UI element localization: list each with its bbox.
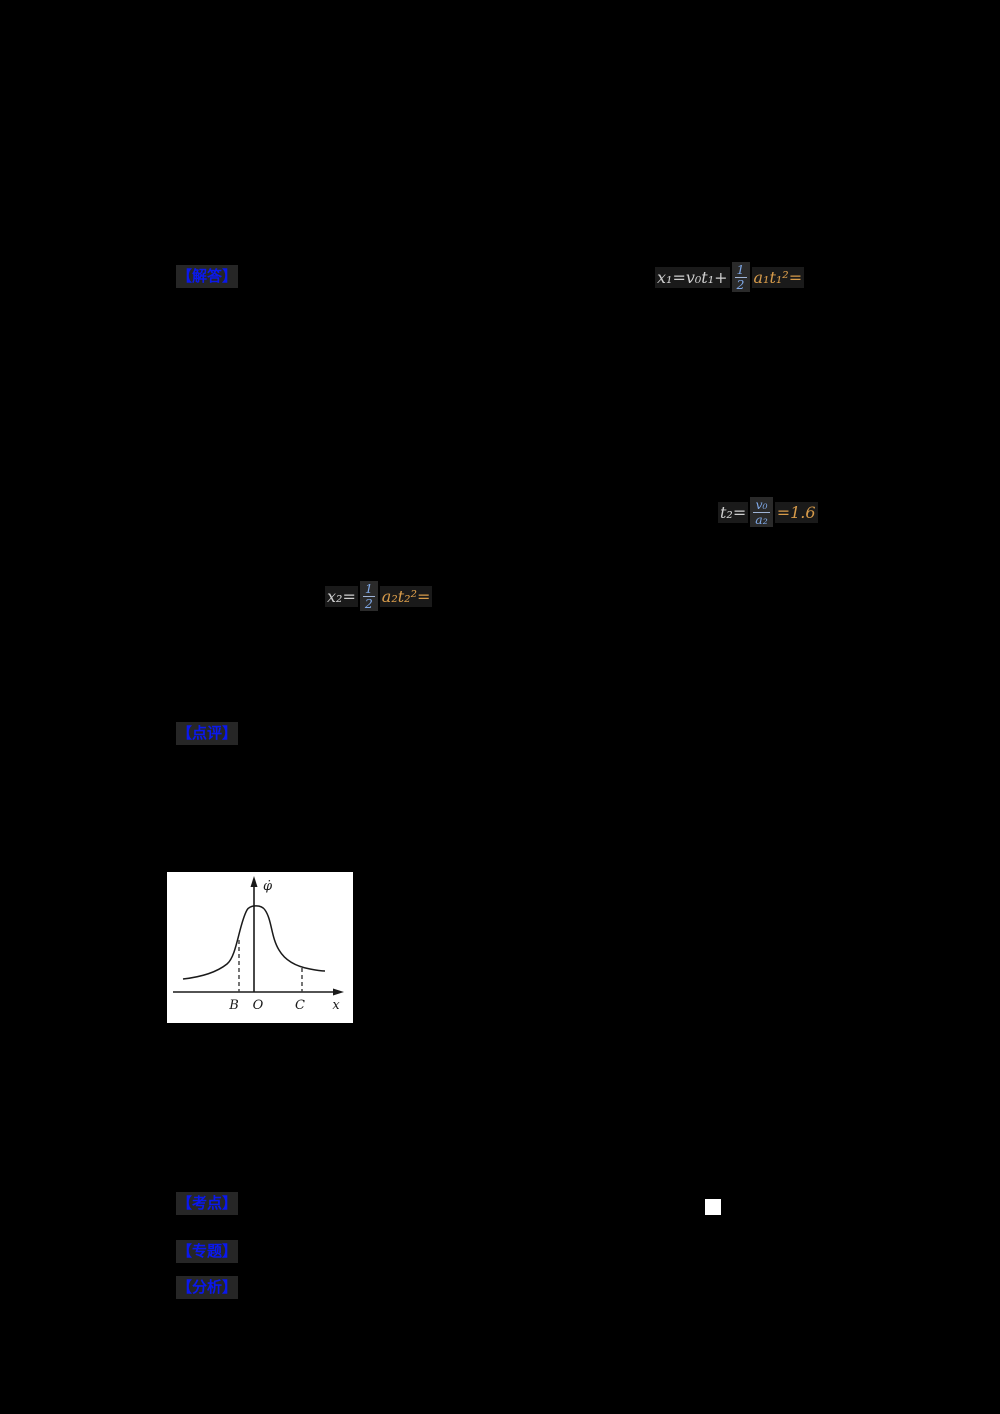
y-axis-label: φ̇ — [263, 879, 273, 894]
equation-x2-right: a₂t₂²= — [379, 585, 433, 607]
figure-canvas: φ̇ B O C x — [173, 876, 344, 1013]
equation-x1-left: x₁=v₀t₁+ — [655, 266, 730, 288]
equation-x1-fraction: 1 2 — [731, 261, 750, 293]
y-axis-arrowhead-icon — [250, 876, 258, 887]
equation-x1: x₁=v₀t₁+ 1 2 a₁t₁²= — [655, 257, 805, 297]
flux-rate-vs-x-figure: φ̇ B O C x — [167, 872, 353, 1023]
equation-t2-left: t₂= — [718, 501, 749, 523]
equation-t2: t₂= v₀ a₂ =1.6 — [718, 490, 818, 534]
equation-x2: x₂= 1 2 a₂t₂²= — [325, 574, 433, 618]
blank-image-placeholder — [705, 1199, 721, 1215]
section-label-dianping: 【点评】 — [176, 722, 239, 745]
equation-t2-result: =1.6 — [774, 501, 818, 523]
origin-label: O — [253, 998, 264, 1013]
fraction-numerator: v₀ — [753, 496, 770, 513]
fraction-denominator: a₂ — [755, 511, 768, 527]
equation-x2-left: x₂= — [325, 585, 358, 607]
flux-rate-curve — [182, 905, 326, 980]
point-label-b: B — [228, 998, 239, 1013]
equation-t2-fraction: v₀ a₂ — [750, 496, 773, 528]
fraction-denominator: 2 — [736, 276, 745, 292]
x-axis-arrowhead-icon — [333, 988, 344, 996]
fraction-numerator: 1 — [734, 261, 747, 278]
section-label-kaodian: 【考点】 — [176, 1192, 239, 1215]
point-label-c: C — [295, 998, 305, 1013]
section-label-jieda: 【解答】 — [176, 265, 239, 288]
equation-x1-right: a₁t₁²= — [751, 266, 805, 288]
fraction-numerator: 1 — [362, 580, 375, 597]
equation-x2-fraction: 1 2 — [359, 580, 378, 612]
section-label-zhuanti: 【专题】 — [176, 1240, 239, 1263]
section-label-fenxi: 【分析】 — [176, 1276, 239, 1299]
x-axis-label: x — [332, 998, 340, 1013]
fraction-denominator: 2 — [364, 595, 373, 611]
